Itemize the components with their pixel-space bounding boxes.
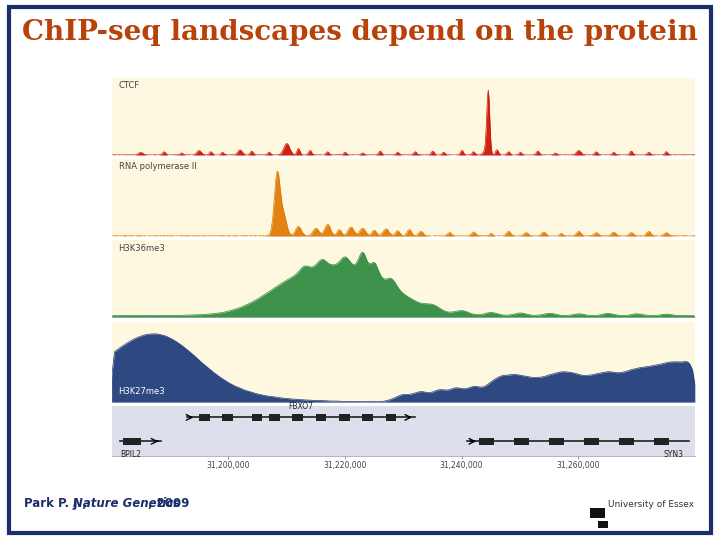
Bar xyxy=(654,438,669,445)
Bar xyxy=(362,414,373,421)
Text: , 2009: , 2009 xyxy=(148,497,189,510)
Text: BPIL2: BPIL2 xyxy=(120,450,141,459)
Text: CTCF: CTCF xyxy=(119,82,140,90)
Bar xyxy=(269,414,279,421)
Text: SYN3: SYN3 xyxy=(663,450,683,459)
Bar xyxy=(584,438,598,445)
Text: H3K27me3: H3K27me3 xyxy=(119,387,165,396)
Bar xyxy=(549,438,564,445)
Bar xyxy=(222,414,233,421)
Bar xyxy=(251,414,262,421)
Bar xyxy=(199,414,210,421)
Text: ChIP-seq landscapes depend on the protein: ChIP-seq landscapes depend on the protei… xyxy=(22,19,698,46)
Text: RNA polymerase II: RNA polymerase II xyxy=(119,163,197,171)
Bar xyxy=(514,438,528,445)
Bar xyxy=(619,438,634,445)
Bar xyxy=(123,438,141,445)
Bar xyxy=(339,414,349,421)
Text: Nature Genetics: Nature Genetics xyxy=(73,497,180,510)
Text: University of Essex: University of Essex xyxy=(608,500,695,509)
Bar xyxy=(386,414,396,421)
Text: Park P. J.,: Park P. J., xyxy=(24,497,91,510)
Bar xyxy=(479,438,494,445)
Text: FBXO7: FBXO7 xyxy=(289,402,314,411)
Bar xyxy=(292,414,303,421)
Bar xyxy=(316,414,326,421)
Text: H3K36me3: H3K36me3 xyxy=(119,244,166,253)
